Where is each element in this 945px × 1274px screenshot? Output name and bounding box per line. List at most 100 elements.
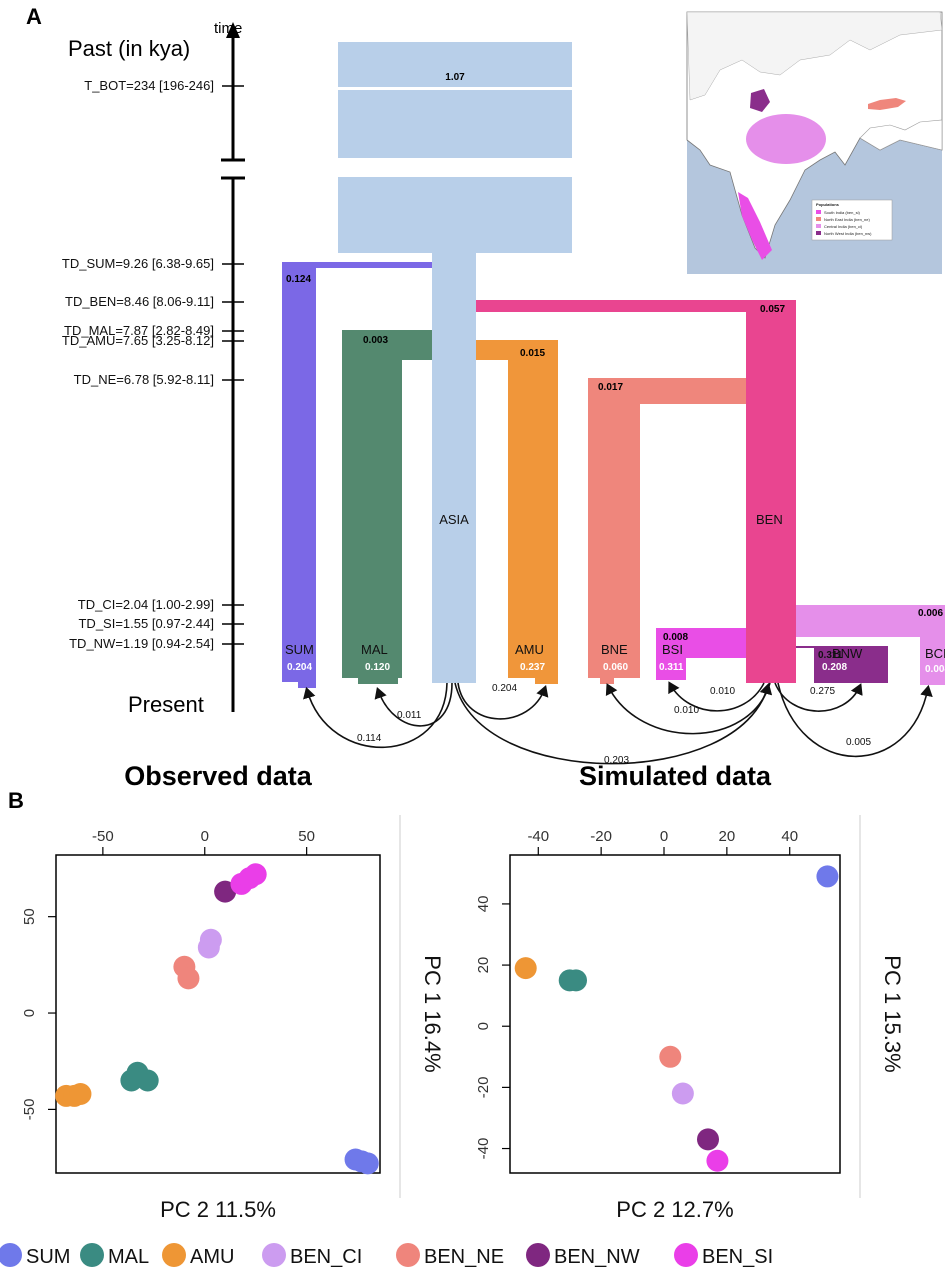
- map-legend-box: [811, 199, 893, 241]
- map-legend-swatch: [816, 210, 821, 214]
- ben-founder-label: 0.057: [760, 304, 785, 315]
- y-tick-label: -20: [475, 1077, 492, 1099]
- y-tick-label: 40: [475, 896, 492, 913]
- map-legend-swatch: [816, 231, 821, 235]
- bci-size-label: 0.004: [925, 664, 945, 675]
- bnw-branch: [814, 646, 888, 683]
- migration-label-asia-amu: 0.204: [492, 683, 517, 694]
- legend-label: BEN_CI: [290, 1246, 362, 1268]
- legend-label: AMU: [190, 1246, 234, 1268]
- map-legend-item: North West India (ben_nw): [824, 231, 872, 236]
- legend-label: MAL: [108, 1246, 149, 1268]
- map-legend-items: South India (ben_si) North East India (be…: [816, 210, 872, 236]
- bsi-size-label: 0.311: [659, 662, 684, 673]
- migration-arrow-ben-bsi: [668, 681, 765, 712]
- y-tick-label: 0: [21, 1009, 38, 1017]
- x-axis-label: PC 2 12.7%: [616, 1197, 733, 1222]
- bsi-label: BSI: [662, 642, 683, 657]
- ancestral-asia: 1.07: [338, 42, 572, 253]
- bci-label: BCI: [925, 646, 945, 661]
- legend-swatch-mal: [80, 1243, 104, 1267]
- data-point-ben-ne: [177, 967, 200, 990]
- y-tick-label: -50: [21, 1099, 38, 1121]
- map-region-south: [738, 192, 772, 260]
- map-legend-swatch: [816, 217, 821, 221]
- time-axis-arrowhead: [226, 22, 240, 38]
- map-legend-title: Populations: [816, 202, 840, 207]
- legend-label: BEN_SI: [702, 1246, 773, 1268]
- y-tick-label: 0: [475, 1022, 492, 1030]
- asia-branch: [432, 253, 476, 683]
- sum-branch: [282, 262, 316, 682]
- sum-split-bar: [282, 262, 432, 268]
- india-map-inset: Populations South India (ben_si) North Ea…: [686, 11, 943, 274]
- legend-swatch-amu: [162, 1243, 186, 1267]
- mal-label: MAL: [361, 642, 388, 657]
- sum-size-label: 0.204: [287, 662, 312, 673]
- amu-label: AMU: [515, 642, 544, 657]
- data-point-ben-si: [706, 1149, 729, 1172]
- map-land-north: [686, 11, 943, 101]
- data-point-mal: [136, 1069, 159, 1092]
- time-label: TD_SI=1.55 [0.97-2.44]: [78, 616, 214, 631]
- x-tick-label: -20: [590, 828, 612, 845]
- mal-founder-label: 0.003: [363, 335, 388, 346]
- ben-split-bar: [476, 300, 796, 312]
- time-labels: T_BOT=234 [196-246] TD_SUM=9.26 [6.38-9.6…: [62, 78, 244, 651]
- bsi-branch: [656, 628, 686, 680]
- bci-founder-label: 0.006: [918, 608, 943, 619]
- y-axis-label: PC 1 15.3%: [880, 955, 905, 1072]
- migration-label-asia-sum: 0.114: [357, 733, 382, 744]
- population-tree: 0.124 SUM 0.204 0.003 MAL 0.120 0.015 AM…: [282, 253, 945, 688]
- sum-foot: [298, 682, 316, 688]
- migration-arrow-ben-bne: [605, 682, 771, 735]
- migration-arrows: [303, 681, 933, 765]
- plot-title: Observed data: [124, 761, 313, 791]
- ben-branch: [746, 300, 796, 683]
- migration-label-asia-ben: 0.203: [604, 755, 629, 766]
- time-label: TD_MAL=7.87 [2.82-8.49]: [64, 323, 214, 338]
- migration-arrow-asia-ben: [454, 682, 773, 765]
- legend-swatch-ben-ne: [396, 1243, 420, 1267]
- legend-swatch-ben-si: [674, 1243, 698, 1267]
- mal-foot: [358, 678, 398, 684]
- data-point-amu: [69, 1082, 92, 1105]
- data-point-ben-nw: [697, 1128, 719, 1151]
- time-label: T_BOT=234 [196-246]: [84, 78, 214, 93]
- simulated-pca-plot: Simulated data -40 -20 0 20 40 40 20 0 -20 -40 PC 2…: [475, 761, 905, 1222]
- y-tick-label: 20: [475, 957, 492, 974]
- map-region-central: [746, 114, 826, 164]
- y-tick-label: 50: [21, 908, 38, 925]
- data-point-ben-si: [244, 863, 267, 886]
- sum-founder-label: 0.124: [286, 274, 311, 285]
- legend-label: BEN_NE: [424, 1246, 504, 1268]
- x-tick-label: 50: [298, 828, 315, 845]
- migration-arrow-ben-bci: [777, 682, 933, 758]
- legend-label: SUM: [26, 1246, 70, 1268]
- amu-branch: [508, 340, 558, 678]
- time-axis: time Past (in kya) Present T_BOT=234 [19…: [62, 20, 245, 717]
- legend-label: BEN_NW: [554, 1246, 640, 1268]
- mal-size-label: 0.120: [365, 662, 390, 673]
- data-point-ben-ne: [659, 1045, 682, 1068]
- time-label: TD_AMU=7.65 [3.25-8.12]: [62, 333, 214, 348]
- migration-arrow-asia-mal: [374, 682, 453, 727]
- migration-labels: 0.114 0.011 0.204 0.203 0.010 0.010 0.27…: [357, 683, 871, 766]
- panel-b-letter: B: [8, 788, 24, 813]
- y-tick-label: -40: [475, 1138, 492, 1160]
- data-point-ben-ci: [199, 928, 222, 951]
- y-axis-label: PC 1 16.4%: [420, 955, 445, 1072]
- x-axis-label: PC 2 11.5%: [160, 1197, 276, 1222]
- migration-label-ben-bsi: 0.010: [710, 686, 735, 697]
- amu-founder-label: 0.015: [520, 348, 545, 359]
- asia-ancestral-block-2: [338, 90, 572, 158]
- migration-label-asia-mal: 0.011: [397, 710, 422, 721]
- legend-swatch-ben-nw: [526, 1243, 550, 1267]
- bne-foot: [600, 678, 614, 684]
- sum-label: SUM: [285, 642, 314, 657]
- migration-label-ben-bne: 0.010: [674, 705, 699, 716]
- bne-size-label: 0.060: [603, 662, 628, 673]
- legend-swatch-sum: [0, 1243, 22, 1267]
- map-land-east: [859, 119, 943, 151]
